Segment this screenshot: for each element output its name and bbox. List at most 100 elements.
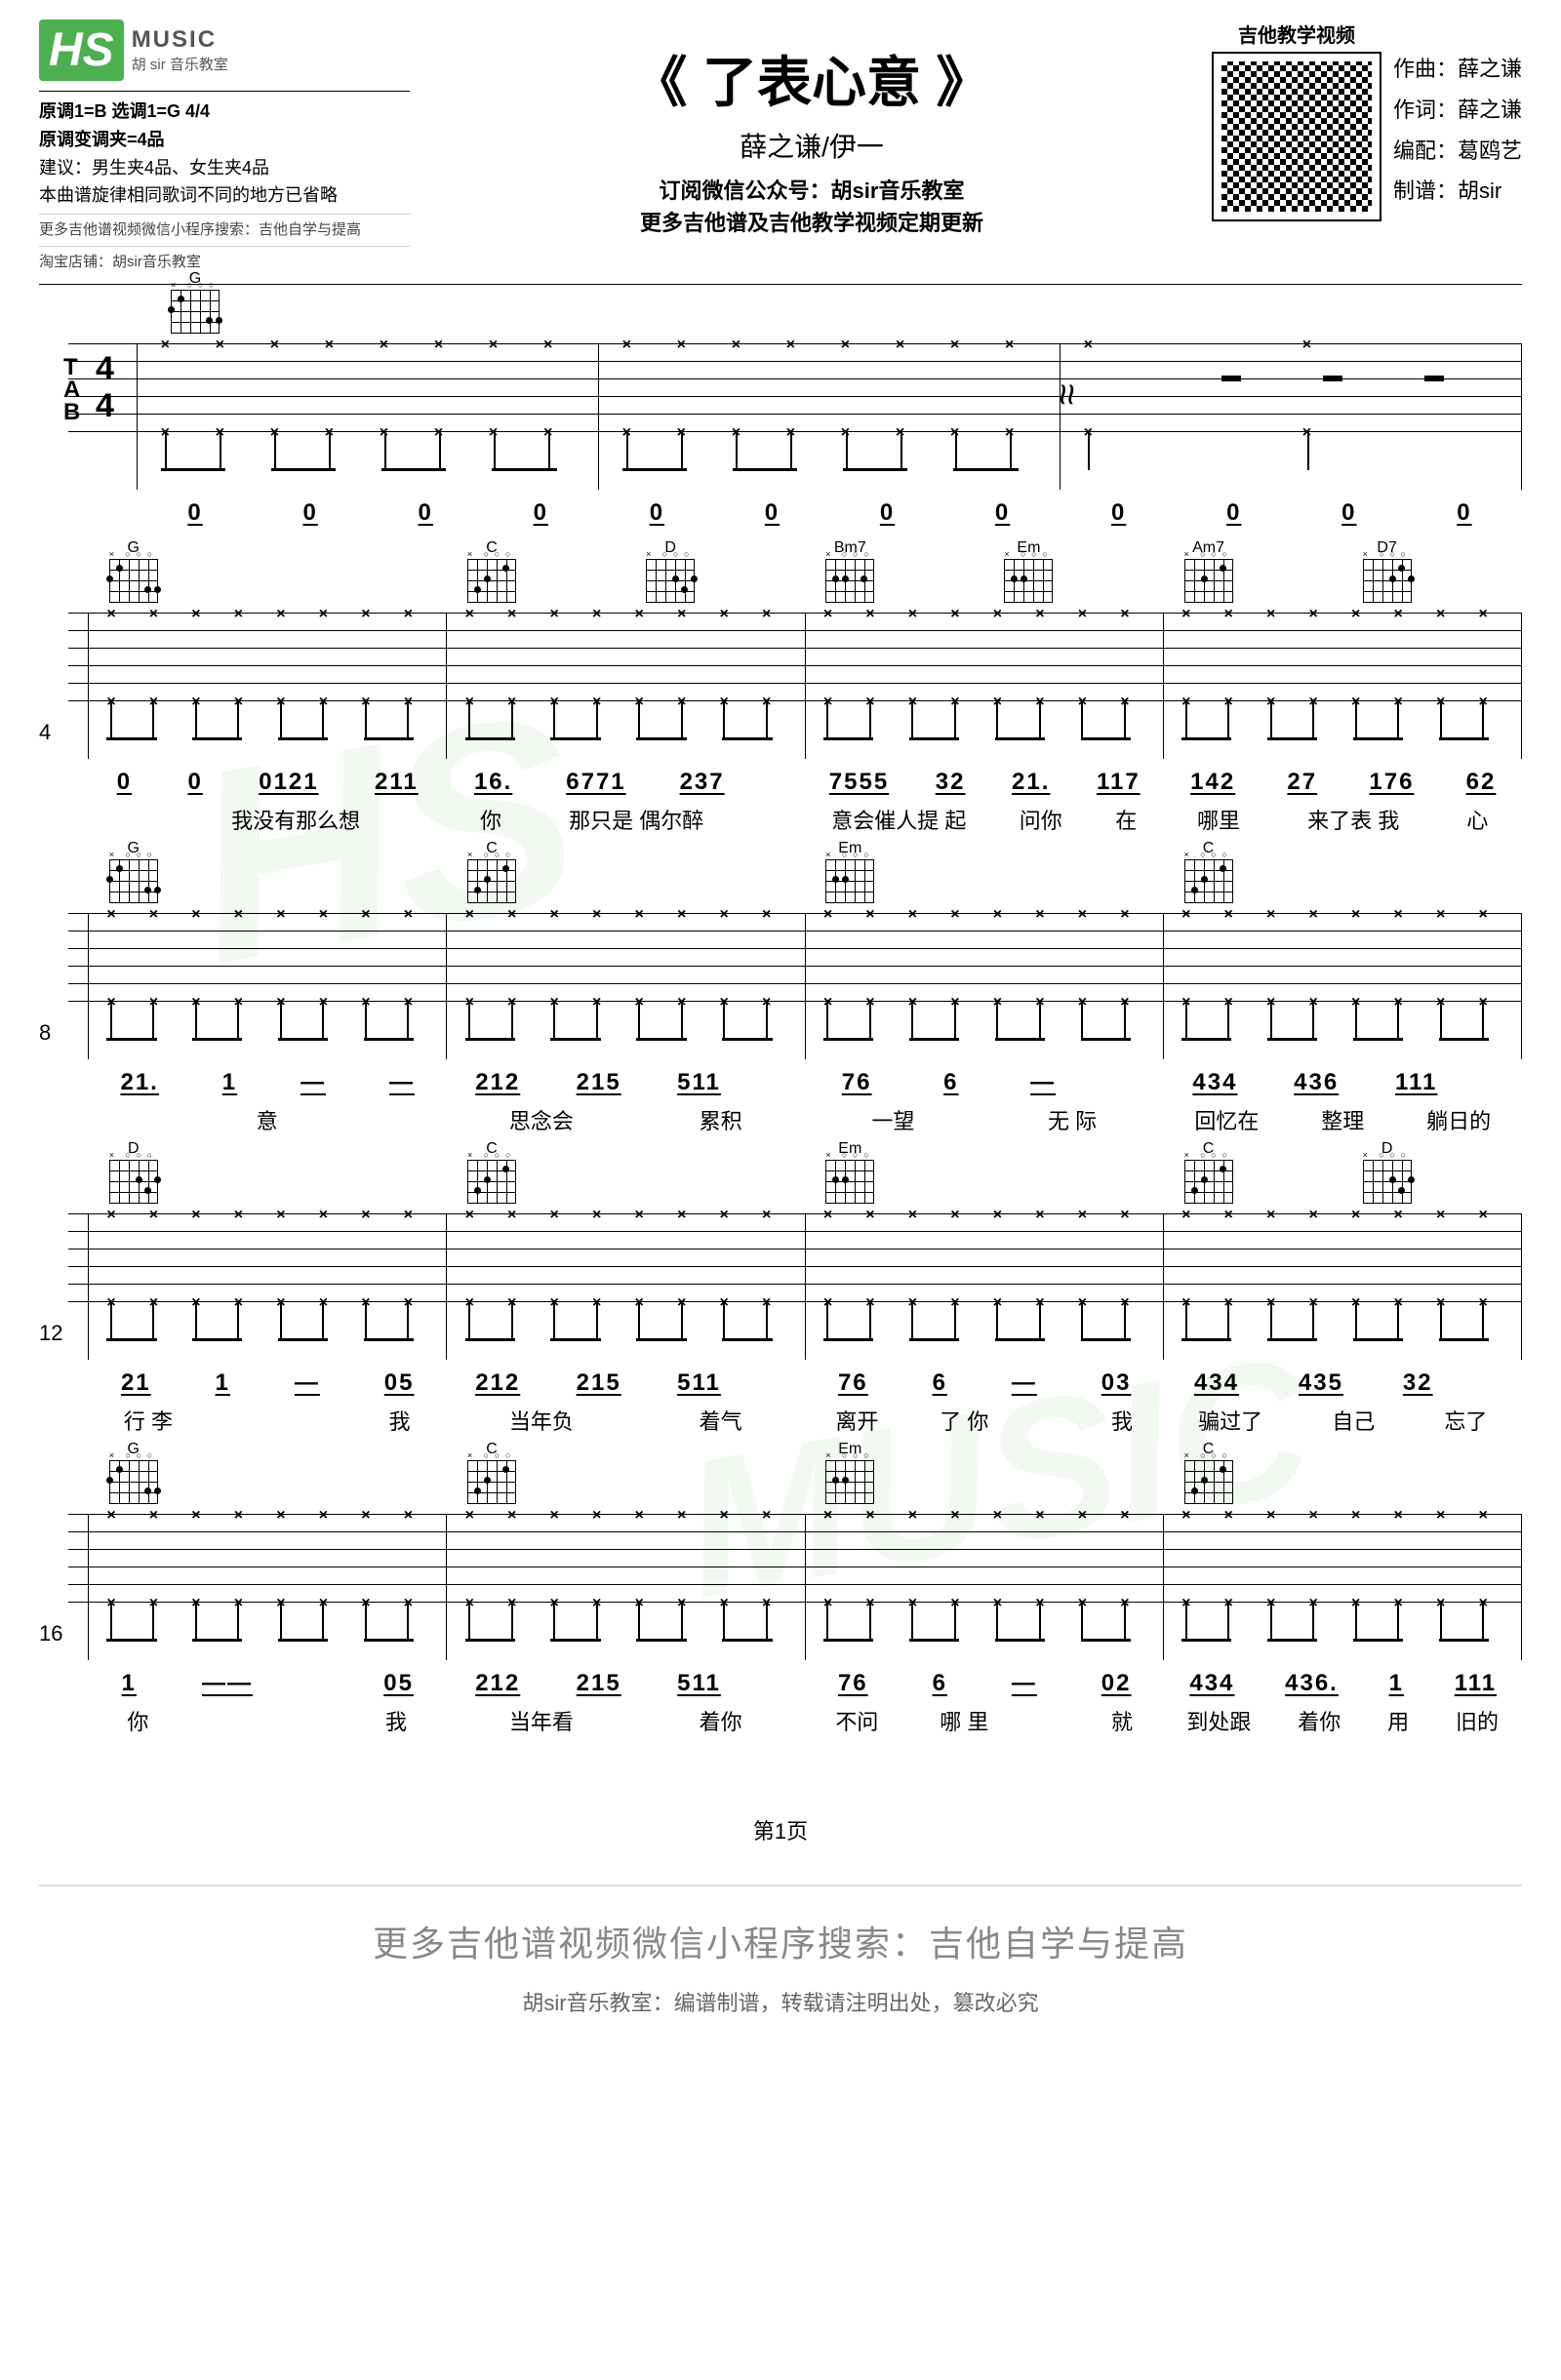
page-number: 第1页 xyxy=(39,1814,1522,1845)
lyric: 思念会 xyxy=(509,1104,574,1135)
jianpu-note: 6 xyxy=(933,1369,947,1397)
measure: ×××××××××××××××× xyxy=(599,343,1061,490)
chord-diagram: C ×○○○ xyxy=(467,539,516,603)
chord-diagram: Em ×○○○ xyxy=(825,1140,874,1204)
tab-staff: G ×○○○ ×××××××××××××××× C ×○○○ ×× xyxy=(68,913,1522,1001)
num-measure: 0000 xyxy=(598,499,1060,527)
jianpu-note: 0 xyxy=(1226,499,1241,527)
jianpu-note: — xyxy=(389,1069,415,1096)
logo-text: MUSIC 胡 sir 音乐教室 xyxy=(132,26,228,74)
tab-staff: G ×○○○ ×××××××××××××××× C ×○○○ ×× xyxy=(68,1514,1522,1602)
lyric: 无 际 xyxy=(1048,1104,1097,1135)
lyrics-row: 我没有那么想你那只是 偶尔醉意会催人提 起问你在哪里来了表 我心 xyxy=(68,804,1522,835)
lyric-measure: 一望无 际 xyxy=(805,1104,1164,1135)
tab-row: 12 D ×○○○ ×××××××××××××××× C ×○○○ xyxy=(39,1213,1522,1436)
chord-diagram: D ×○○○ xyxy=(646,539,695,603)
jianpu-note: 1 xyxy=(216,1369,230,1397)
jianpu-note: 0 xyxy=(117,769,132,796)
subtitle-line: 订阅微信公众号：胡sir音乐教室 xyxy=(410,175,1214,207)
fret-grid-icon: ×○○○ xyxy=(109,1460,158,1504)
measure: C ×○○○ D ×○○○ ×××××××××××××××× xyxy=(1164,1213,1522,1360)
jianpu-note: 62 xyxy=(1466,769,1497,796)
jianpu-note: 0 xyxy=(765,499,780,527)
staff-container: G ×○○○ ×××××××××××××××× C ×○○○ ×× xyxy=(68,913,1522,1135)
footer-sub: 胡sir音乐教室：编谱制谱，转载请注明出处，篡改必究 xyxy=(39,1986,1522,2017)
jianpu-note: 435 xyxy=(1299,1369,1343,1397)
lyric: 着气 xyxy=(700,1405,742,1436)
logo-hs-badge: HS xyxy=(39,20,124,81)
lyric-measure: 当年负着气 xyxy=(447,1405,806,1436)
fret-grid-icon: ×○○○ xyxy=(646,559,695,603)
jianpu-note: 6 xyxy=(943,1069,958,1096)
fret-grid-icon: ×○○○ xyxy=(1184,1460,1233,1504)
logo-sub: 胡 sir 音乐教室 xyxy=(132,54,228,74)
jianpu-row: 211—05212215511766—0343443532 xyxy=(68,1369,1522,1397)
bar-number: 8 xyxy=(39,913,68,1046)
chord-diagram: C ×○○○ xyxy=(1184,1140,1233,1204)
time-signature: 44 xyxy=(96,351,114,424)
chord-diagram: C ×○○○ xyxy=(467,1441,516,1504)
fret-grid-icon: ×○○○ xyxy=(1184,1160,1233,1204)
jianpu-note: 117 xyxy=(1097,769,1141,796)
credit-arranger: 编配：葛鸥艺 xyxy=(1393,131,1522,172)
info-key: 原调1=B 选调1=G 4/4 xyxy=(39,98,410,126)
credit-transcriber: 制谱：胡sir xyxy=(1393,171,1522,212)
staff-container: G ×○○○ ×××××××××××××××× C ×○○○ D ×○○○ xyxy=(68,613,1522,835)
measure: C ×○○○ ×××××××××××××××× xyxy=(1164,913,1522,1059)
fret-grid-icon: ×○○○ xyxy=(825,1460,874,1504)
tab-staff: G ×○○○ ×××××××××××××××× C ×○○○ D ×○○○ xyxy=(68,613,1522,700)
chord-diagram: C ×○○○ xyxy=(1184,1441,1233,1504)
jianpu-note: 1 xyxy=(122,1670,137,1697)
lyric: 来了表 我 xyxy=(1307,804,1399,835)
num-measure: 0000 xyxy=(137,499,598,527)
jianpu-note: 111 xyxy=(1395,1069,1437,1096)
fret-grid-icon: ×○○○ xyxy=(109,559,158,603)
jianpu-note: 21 xyxy=(121,1369,151,1397)
jianpu-note: 76 xyxy=(838,1670,868,1697)
lyric: 整理 xyxy=(1321,1104,1364,1135)
fret-grid-icon: ×○○○ xyxy=(825,559,874,603)
num-measure: 766— xyxy=(805,1069,1164,1096)
subtitle-line: 更多吉他谱及吉他教学视频定期更新 xyxy=(410,207,1214,239)
credits: 作曲：薛之谦 作词：薛之谦 编配：葛鸥艺 制谱：胡sir xyxy=(1393,49,1522,212)
chord-diagram: G ×○○○ xyxy=(109,1441,158,1504)
fret-grid-icon: ×○○○ xyxy=(109,859,158,903)
song-title: 《 了表心意 》 xyxy=(410,39,1214,118)
lyric: 就 xyxy=(1111,1705,1133,1736)
fret-grid-icon: ×○○○ xyxy=(171,290,220,334)
chord-diagram: Em ×○○○ xyxy=(825,840,874,903)
lyric-measure: 骗过了自己忘了 xyxy=(1164,1405,1523,1436)
jianpu-note: 21. xyxy=(120,1069,158,1096)
jianpu-note: 215 xyxy=(577,1670,621,1697)
jianpu-note: 511 xyxy=(677,1670,721,1697)
footer: 更多吉他谱视频微信小程序搜索：吉他自学与提高 胡sir音乐教室：编谱制谱，转载请… xyxy=(39,1884,1522,2017)
jianpu-note: — xyxy=(295,1369,320,1397)
lyric: 了 你 xyxy=(940,1405,988,1436)
num-measure: 211—05 xyxy=(88,1369,447,1397)
jianpu-note: 6771 xyxy=(566,769,625,796)
num-measure: 1——05 xyxy=(88,1670,447,1697)
jianpu-note: 0121 xyxy=(259,769,318,796)
measure: C ×○○○ ×××××××××××××××× xyxy=(1164,1514,1522,1660)
info-note: 建议：男生夹4品、女生夹4品 xyxy=(39,154,410,182)
beat xyxy=(1176,343,1291,490)
lyric: 哪里 xyxy=(1197,804,1240,835)
header: HS MUSIC 胡 sir 音乐教室 原调1=B 选调1=G 4/4 原调变调… xyxy=(39,20,1522,285)
lyric: 骗过了 xyxy=(1198,1405,1262,1436)
bar-number: 4 xyxy=(39,613,68,745)
lyric: 我 xyxy=(1111,1405,1133,1436)
beat xyxy=(1061,343,1176,490)
jianpu-row: 000000000000 xyxy=(68,499,1522,527)
measure: Am7 ×○○○ D7 ×○○○ ×××××××××××××××× xyxy=(1164,613,1522,759)
jianpu-row: 00012121116.677123775553221.117142271766… xyxy=(68,769,1522,796)
lyric-measure: 行 李我 xyxy=(88,1405,447,1436)
lyric-measure: 你我 xyxy=(88,1705,447,1736)
jianpu-note: — xyxy=(1030,1069,1056,1096)
lyric-measure: 当年看着你 xyxy=(447,1705,806,1736)
measure: G ×○○○ ×××××××××××××××× xyxy=(88,1514,447,1660)
jianpu-note: — xyxy=(300,1069,326,1096)
tab-staff: TAB 44 G ×○○○ ×××××××××××××××× xyxy=(68,343,1522,431)
lyric-measure: 到处跟着你用旧的 xyxy=(1164,1705,1523,1736)
lyric: 旧的 xyxy=(1456,1705,1499,1736)
bar-number: 16 xyxy=(39,1514,68,1646)
